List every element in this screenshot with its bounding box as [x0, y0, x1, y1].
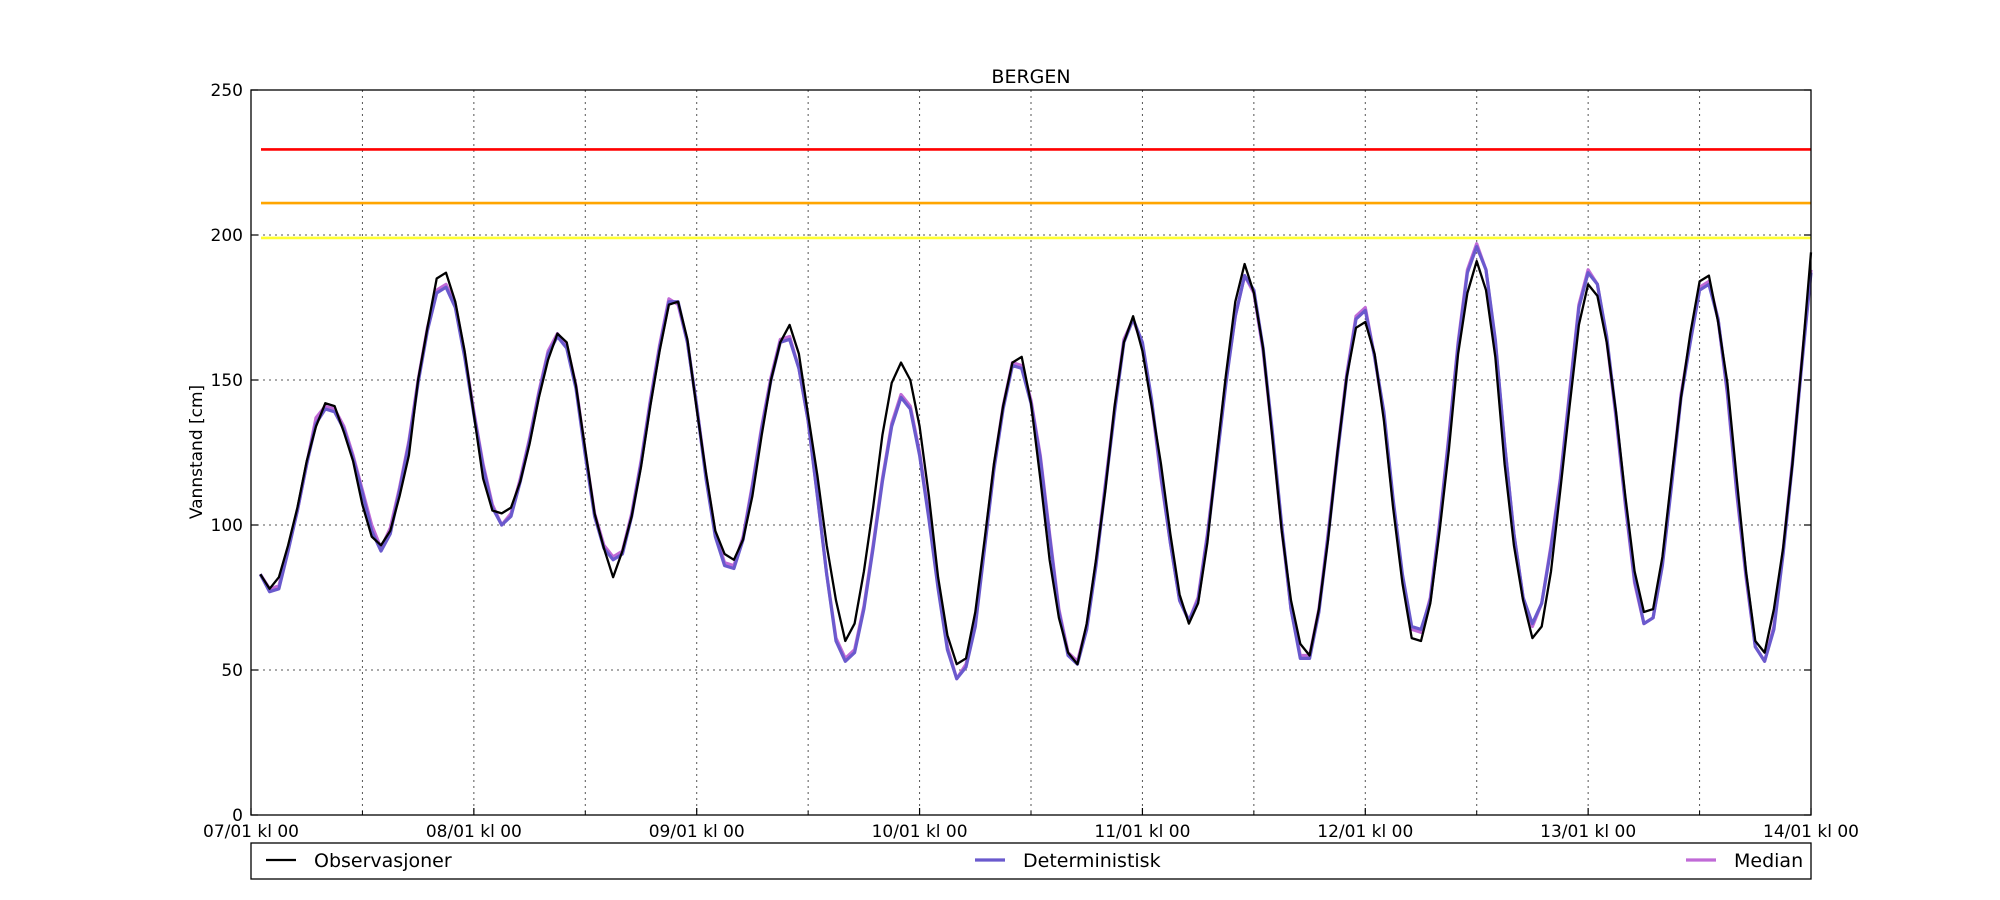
grid-lines: [251, 90, 1811, 815]
x-tick-label: 12/01 kl 00: [1317, 822, 1413, 842]
x-axis: 07/01 kl 00 08/01 kl 00 09/01 kl 00 10/01 k…: [203, 808, 1859, 842]
y-axis-label: Vannstand [cm]: [187, 385, 207, 519]
y-tick-label: 250: [211, 81, 243, 101]
x-tick-label: 14/01 kl 00: [1763, 822, 1859, 842]
x-tick-label: 09/01 kl 00: [649, 822, 745, 842]
x-tick-label: 13/01 kl 00: [1540, 822, 1636, 842]
series-lines: [258, 242, 1813, 681]
legend-label-deterministisk: Deterministisk: [1023, 850, 1161, 872]
x-tick-label: 08/01 kl 00: [426, 822, 522, 842]
y-axis: 0 50 100 150 200 250: [211, 81, 1811, 826]
y-tick-label: 100: [211, 516, 243, 536]
x-tick-label: 07/01 kl 00: [203, 822, 299, 842]
y-tick-label: 50: [221, 661, 243, 681]
threshold-lines: [261, 148, 1811, 240]
chart-title: BERGEN: [991, 66, 1070, 88]
y-tick-label: 0: [232, 806, 243, 826]
y-tick-label: 150: [211, 371, 243, 391]
legend-frame: [250, 842, 1812, 880]
x-tick-label: 11/01 kl 00: [1094, 822, 1190, 842]
legend: Observasjoner Deterministisk Median: [250, 842, 1812, 880]
x-tick-label: 10/01 kl 00: [872, 822, 968, 842]
legend-label-median: Median: [1734, 850, 1803, 872]
y-tick-label: 200: [211, 226, 243, 246]
series-line-observasjoner: [259, 252, 1813, 666]
legend-label-observasjoner: Observasjoner: [314, 850, 452, 872]
